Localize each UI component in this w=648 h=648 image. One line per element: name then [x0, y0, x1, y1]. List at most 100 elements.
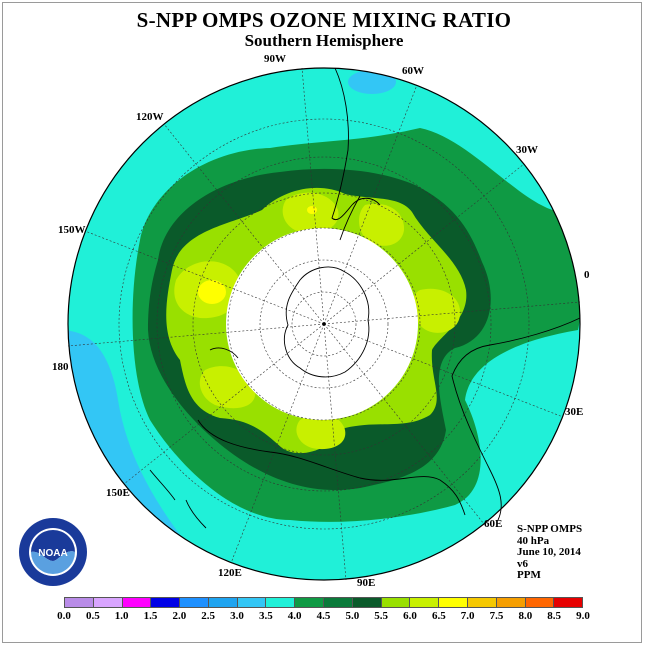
lon-label-150w: 150W — [58, 224, 86, 236]
australia-coast — [197, 419, 466, 516]
graticule — [67, 67, 581, 581]
lon-label-30w: 30W — [516, 144, 538, 156]
logo-bird — [31, 530, 75, 561]
colorbar-swatch — [237, 598, 267, 607]
info-date: June 10, 2014 — [517, 546, 581, 558]
ross-sea-island — [209, 347, 239, 359]
ozone-field — [68, 68, 580, 580]
colorbar-swatch — [151, 598, 181, 607]
latitude-circle-40s — [156, 156, 492, 492]
colorbar-tick-label: 2.5 — [201, 610, 216, 622]
lon-label-120w: 120W — [136, 111, 164, 123]
south-america-coast — [331, 67, 381, 220]
meridian-120e — [230, 323, 325, 564]
product-info: S-NPP OMPS 40 hPa June 10, 2014 v6 PPM — [517, 523, 583, 582]
colorbar-swatch — [381, 598, 411, 607]
colorbar — [64, 597, 583, 608]
latitude-circle-70s — [259, 259, 389, 389]
coastlines — [149, 67, 581, 529]
colorbar-swatch — [410, 598, 440, 607]
contour-5.5-6.0-lobe-6 — [296, 414, 346, 450]
colorbar-tick-label: 8.0 — [518, 610, 533, 622]
figure-frame — [2, 2, 642, 643]
lon-label-90w: 90W — [264, 53, 286, 65]
contour-6.0-6.5-max — [198, 280, 226, 304]
colorbar-tick-label: 4.0 — [287, 610, 302, 622]
meridian-150e — [123, 323, 325, 485]
colorbar-tick-label: 3.0 — [230, 610, 244, 622]
antarctic-peninsula — [339, 195, 361, 241]
colorbar-tick-label: 6.5 — [431, 610, 446, 622]
colorbar-tick-label: 0.0 — [57, 610, 71, 622]
colorbar-swatch — [496, 598, 526, 607]
colorbar-tick-label: 4.5 — [316, 610, 331, 622]
lon-label-60e: 60E — [484, 518, 502, 530]
colorbar-tick-label: 2.0 — [172, 610, 187, 622]
info-version: v6 — [517, 557, 528, 570]
colorbar-swatch — [467, 598, 497, 607]
meridian-120w — [163, 123, 325, 325]
contour-5.5-6.0-lobe-5 — [199, 366, 256, 409]
colorbar-swatch — [93, 598, 123, 607]
colorbar-swatch — [122, 598, 152, 607]
latitude-circle-80s — [291, 291, 357, 357]
lon-label-120e: 120E — [218, 567, 242, 579]
colorbar-tick-label: 0.5 — [85, 610, 100, 622]
meridian-180 — [67, 323, 325, 347]
colorbar-tick-label: 9.0 — [576, 610, 590, 622]
map-boundary — [67, 67, 581, 581]
logo-text: NOAA — [38, 548, 67, 559]
colorbar-swatch — [324, 598, 353, 607]
colorbar-swatch — [266, 598, 296, 607]
new-zealand-coast — [149, 469, 207, 529]
colorbar-tick-label: 3.5 — [258, 610, 273, 622]
colorbar-swatch — [352, 598, 382, 607]
lon-label-30e: 30E — [565, 406, 583, 418]
colorbar-swatch — [554, 598, 583, 607]
colorbar-swatch — [525, 598, 555, 607]
colorbar-tick-label: 7.5 — [489, 610, 504, 622]
lon-label-90e: 90E — [357, 577, 375, 589]
colorbar-tick-label: 5.0 — [345, 610, 360, 622]
meridian-90w — [301, 67, 325, 325]
colorbar-tick-label: 1.5 — [143, 610, 158, 622]
meridian-0 — [323, 301, 581, 325]
logo-sea — [31, 551, 75, 574]
meridian-60w — [323, 84, 418, 325]
colorbar-swatch — [65, 598, 94, 607]
lon-label-0: 0 — [584, 269, 590, 281]
colorbar-swatch — [180, 598, 209, 607]
contour-3.0-3.5-north — [348, 70, 396, 94]
latitude-circle-50s — [192, 192, 456, 456]
map-title: S-NPP OMPS OZONE MIXING RATIO — [136, 8, 512, 32]
contour-5.5-6.0-lobe-4 — [412, 288, 461, 333]
colorbar-tick-label: 8.5 — [547, 610, 562, 622]
south-pole-dot — [322, 322, 326, 326]
meridian-30e — [323, 323, 564, 418]
colorbar-tick-label: 5.5 — [374, 610, 389, 622]
noaa-logo: NOAA — [19, 518, 87, 586]
lon-label-180: 180 — [52, 361, 69, 373]
antarctica-coast — [284, 266, 370, 378]
meridian-60e — [323, 323, 485, 525]
meridian-90e — [323, 323, 347, 581]
colorbar-tick-label: 6.0 — [403, 610, 417, 622]
colorbar-tick-label: 7.0 — [460, 610, 475, 622]
contour-6.0-6.5-small — [307, 206, 317, 214]
lon-label-60w: 60W — [402, 65, 424, 77]
colorbar-swatch — [439, 598, 468, 607]
lon-label-150e: 150E — [106, 487, 130, 499]
contour-5.5-6.0-lobe-3 — [358, 203, 405, 246]
info-level: 40 hPa — [517, 534, 550, 547]
colorbar-tick-label: 1.0 — [114, 610, 129, 622]
meridian-30w — [323, 163, 525, 325]
meridian-150w — [84, 230, 325, 325]
info-instrument: S-NPP OMPS — [517, 523, 583, 535]
colorbar-ticks: 0.0 0.5 1.0 1.5 2.0 2.5 3.0 3.5 4.0 4.5 5.0 5.5 6.0 6… — [0, 610, 648, 624]
colorbar-swatch — [208, 598, 238, 607]
info-units: PPM — [517, 569, 541, 581]
africa-coast — [451, 317, 581, 521]
latitude-circle-30s — [118, 118, 530, 530]
colorbar-swatch — [295, 598, 325, 607]
